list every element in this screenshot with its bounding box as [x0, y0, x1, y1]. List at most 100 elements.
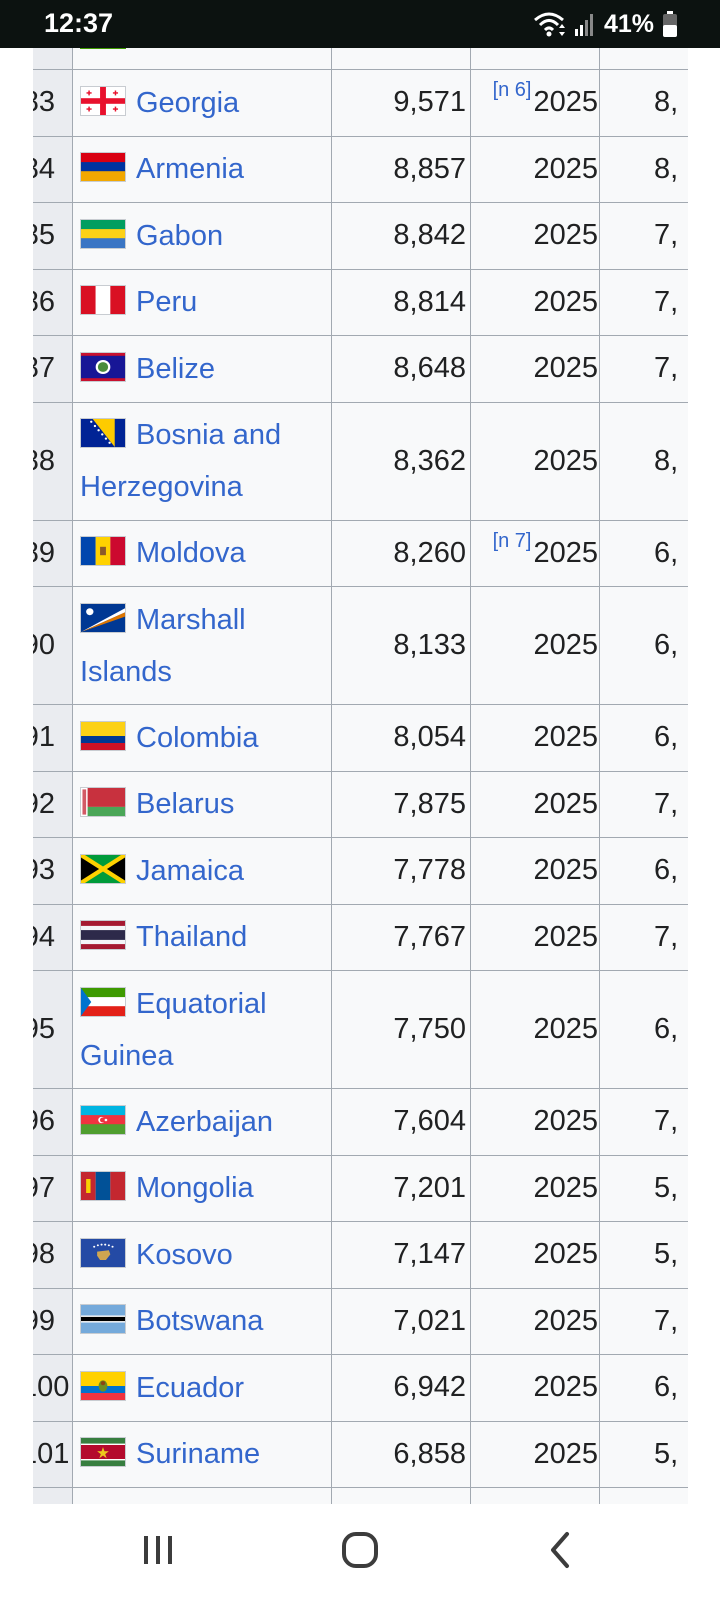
next-column-value: 6,	[654, 721, 679, 754]
year-cell: 2025	[470, 336, 598, 402]
rank-value: 96	[33, 1105, 55, 1138]
table-row: 98 Kosovo 7,147 2025 5,	[33, 1222, 688, 1289]
year-cell: 2025	[470, 971, 598, 1088]
country-link[interactable]: Jamaica	[136, 854, 244, 887]
country-cell: Thailand	[80, 905, 335, 971]
next-column-value: 6,	[654, 1013, 679, 1045]
country-link[interactable]: Thailand	[136, 921, 248, 954]
country-cell: Azerbaijan	[80, 1089, 335, 1155]
country-link[interactable]: Marshall Islands	[80, 603, 246, 688]
rank-cell: 94	[33, 905, 69, 971]
country-cell: Peru	[80, 270, 335, 336]
armenia-flag-icon[interactable]	[80, 152, 126, 183]
rank-cell: 90	[33, 587, 69, 704]
country-cell: Mongolia	[80, 1156, 335, 1222]
table-row: 96 Azerbaijan 7,604 2025 7,	[33, 1089, 688, 1156]
rank-cell: 83	[33, 70, 69, 136]
year-cell: 2025	[470, 1422, 598, 1488]
year-value: 2025	[533, 152, 598, 185]
rank-cell: 88	[33, 403, 69, 520]
country-link[interactable]: Botswana	[136, 1305, 264, 1338]
country-cell: Gabon	[80, 203, 335, 269]
thailand-flag-icon[interactable]	[80, 920, 126, 951]
kosovo-flag-icon[interactable]	[80, 1237, 126, 1268]
mongolia-flag-icon[interactable]	[80, 1171, 126, 1202]
country-link[interactable]: Armenia	[136, 153, 244, 186]
table-row: 90 Marshall Islands 8,133 2025 6,	[33, 587, 688, 705]
country-link[interactable]: Mongolia	[136, 1172, 254, 1205]
country-link[interactable]: Peru	[136, 286, 198, 319]
year-value: 2025	[533, 1437, 598, 1470]
colombia-flag-icon[interactable]	[80, 720, 126, 751]
table-viewport[interactable]: 83Georgia9,571[n 6]20258,84Armenia8,8572…	[0, 48, 720, 1504]
country-link[interactable]: Ecuador	[136, 1371, 245, 1404]
rank-cell: 98	[33, 1222, 69, 1288]
year-cell: 2025	[470, 1289, 598, 1355]
rank-cell: 95	[33, 971, 69, 1088]
suriname-flag-icon[interactable]	[80, 1437, 126, 1468]
footnote-link[interactable]: [n 6]	[492, 79, 532, 102]
next-column-value: 5,	[654, 1171, 679, 1204]
ecuador-flag-icon[interactable]	[80, 1370, 126, 1401]
country-link[interactable]: Belarus	[136, 788, 235, 821]
year-cell: [n 7] 2025	[470, 521, 598, 587]
gabon-flag-icon[interactable]	[80, 218, 126, 249]
country-link[interactable]: Bosnia and Herzegovina	[80, 419, 282, 503]
rank-cell: 89	[33, 521, 69, 587]
gdp-value: 7,767	[393, 920, 466, 953]
country-link[interactable]: Georgia	[136, 86, 240, 119]
country-link[interactable]: Equatorial Guinea	[80, 987, 267, 1072]
rank-value: 99	[33, 1304, 55, 1337]
country-link[interactable]: Kosovo	[136, 1238, 233, 1271]
country-link[interactable]: Belize	[136, 352, 215, 385]
moldova-flag-icon[interactable]	[80, 536, 126, 567]
country-link[interactable]: Moldova	[136, 537, 246, 570]
year-cell: 2025	[470, 403, 598, 520]
footnote-link[interactable]: [n 7]	[492, 529, 532, 552]
bosnia-flag-icon[interactable]	[80, 418, 126, 448]
country-cell: Marshall Islands	[80, 587, 335, 704]
table-row: 85 Gabon 8,842 2025 7,	[33, 203, 688, 270]
battery-percent: 41%	[603, 9, 654, 38]
year-cell: 2025	[470, 1222, 598, 1288]
rank-cell: 84	[33, 137, 69, 203]
next-column-value: 6,	[654, 854, 679, 887]
country-cell: Georgia	[80, 70, 335, 136]
country-link[interactable]: Azerbaijan	[136, 1105, 274, 1138]
year-cell: 2025	[470, 772, 598, 838]
georgia-flag-icon[interactable]	[80, 85, 126, 116]
table-row: 93 Jamaica 7,778 2025 6,	[33, 838, 688, 905]
botswana-flag-icon[interactable]	[80, 1304, 126, 1335]
belarus-flag-icon[interactable]	[80, 787, 126, 818]
country-cell: Belize	[80, 336, 335, 402]
rank-value: 83	[33, 86, 55, 119]
back-icon	[547, 1531, 573, 1574]
back-button[interactable]	[520, 1528, 600, 1576]
equatorial-guinea-flag-icon[interactable]	[80, 986, 126, 1017]
peru-flag-icon[interactable]	[80, 285, 126, 316]
recent-apps-button[interactable]	[118, 1528, 198, 1576]
belize-flag-icon[interactable]	[80, 351, 126, 382]
country-link[interactable]: Suriname	[136, 1438, 261, 1471]
country-cell: Kosovo	[80, 1222, 335, 1288]
country-link[interactable]: Gabon	[136, 219, 224, 252]
home-button[interactable]	[320, 1528, 400, 1576]
rank-value: 87	[33, 352, 55, 385]
table-row: 87 Belize 8,648 2025 7,	[33, 336, 688, 403]
rank-value: 85	[33, 219, 55, 252]
year-cell: 2025	[470, 587, 598, 704]
rank-cell: 85	[33, 203, 69, 269]
column-divider	[599, 48, 600, 1504]
jamaica-flag-icon[interactable]	[80, 853, 126, 884]
marshall-islands-flag-icon[interactable]	[80, 602, 126, 633]
country-link[interactable]: Colombia	[136, 721, 259, 754]
table-row: 100 Ecuador 6,942 2025 6,	[33, 1355, 688, 1422]
year-cell: [n 6] 2025	[470, 70, 598, 136]
year-cell: 2025	[470, 705, 598, 771]
year-value: 2025	[533, 1105, 598, 1138]
azerbaijan-flag-icon[interactable]	[80, 1104, 126, 1135]
next-column-value: 7,	[654, 920, 679, 953]
gdp-value: 7,875	[393, 787, 466, 820]
year-value: 2025	[533, 352, 598, 385]
gdp-value: 7,778	[393, 854, 466, 887]
